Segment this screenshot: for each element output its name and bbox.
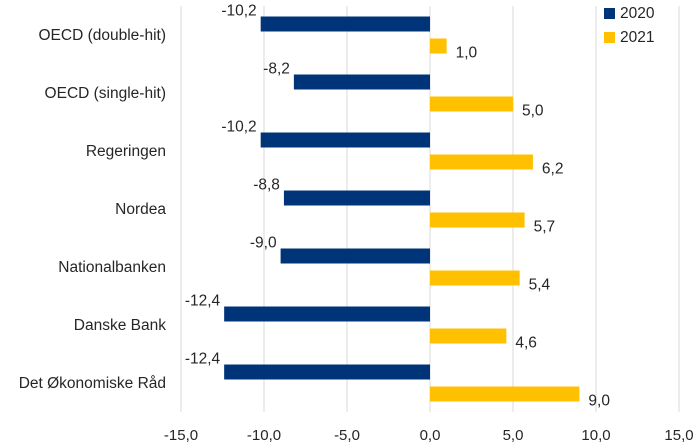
- category-label: Nationalbanken: [58, 259, 166, 276]
- category-labels: OECD (double-hit) OECD (single-hit) Regeri…: [19, 27, 167, 392]
- bar-2021: [430, 154, 533, 170]
- data-label: -9,0: [250, 235, 277, 252]
- x-tick-label: -5,0: [334, 427, 360, 444]
- legend-swatch: [604, 8, 615, 19]
- x-tick-label: 10,0: [581, 427, 610, 444]
- bar-2021: [430, 212, 525, 228]
- x-tick-label: 15,0: [664, 427, 693, 444]
- x-axis: -15,0 -10,0 -5,0 0,0 5,0 10,0 15,0: [164, 427, 694, 444]
- bar-2020: [224, 364, 430, 380]
- x-tick-label: -10,0: [247, 427, 281, 444]
- legend-swatch: [604, 32, 615, 43]
- legend-label: 2020: [620, 5, 655, 22]
- data-label: 1,0: [456, 45, 478, 62]
- category-label: OECD (single-hit): [45, 85, 166, 102]
- category-label: Det Økonomiske Råd: [19, 375, 166, 392]
- x-tick-label: 0,0: [420, 427, 441, 444]
- bar-2021: [430, 96, 513, 112]
- data-label: -10,2: [221, 3, 256, 20]
- data-label: 5,4: [529, 277, 551, 294]
- data-label: 4,6: [515, 335, 537, 352]
- bar-2020: [260, 132, 430, 148]
- data-labels: -10,2 1,0 -8,2 5,0 -10,2 6,2 -8,8 5,7 -9,0 5,4 -12…: [185, 3, 611, 410]
- data-label: -10,2: [221, 119, 256, 136]
- bar-2021: [430, 328, 507, 344]
- category-label: Nordea: [115, 201, 166, 218]
- data-label: -8,8: [253, 177, 280, 194]
- data-label: -8,2: [263, 61, 290, 78]
- gridlines: [180, 6, 680, 412]
- bar-2020: [260, 16, 430, 32]
- category-label: Regeringen: [86, 143, 166, 160]
- category-label: Danske Bank: [74, 317, 166, 334]
- bar-2020: [280, 248, 430, 264]
- x-tick-label: 5,0: [503, 427, 524, 444]
- bar-2021: [430, 38, 447, 54]
- legend: 2020 2021: [604, 5, 655, 46]
- category-label: OECD (double-hit): [39, 27, 167, 44]
- data-label: 9,0: [588, 393, 610, 410]
- data-label: 5,7: [534, 219, 556, 236]
- bar-2020: [224, 306, 430, 322]
- bar-2020: [293, 74, 430, 90]
- data-label: -12,4: [185, 351, 221, 368]
- data-label: 6,2: [542, 161, 564, 178]
- x-tick-label: -15,0: [164, 427, 198, 444]
- legend-label: 2021: [620, 29, 654, 46]
- bar-2021: [430, 386, 580, 402]
- data-label: -12,4: [185, 293, 221, 310]
- bars: [224, 16, 580, 402]
- bar-2020: [283, 190, 430, 206]
- bar-2021: [430, 270, 520, 286]
- data-label: 5,0: [522, 103, 544, 120]
